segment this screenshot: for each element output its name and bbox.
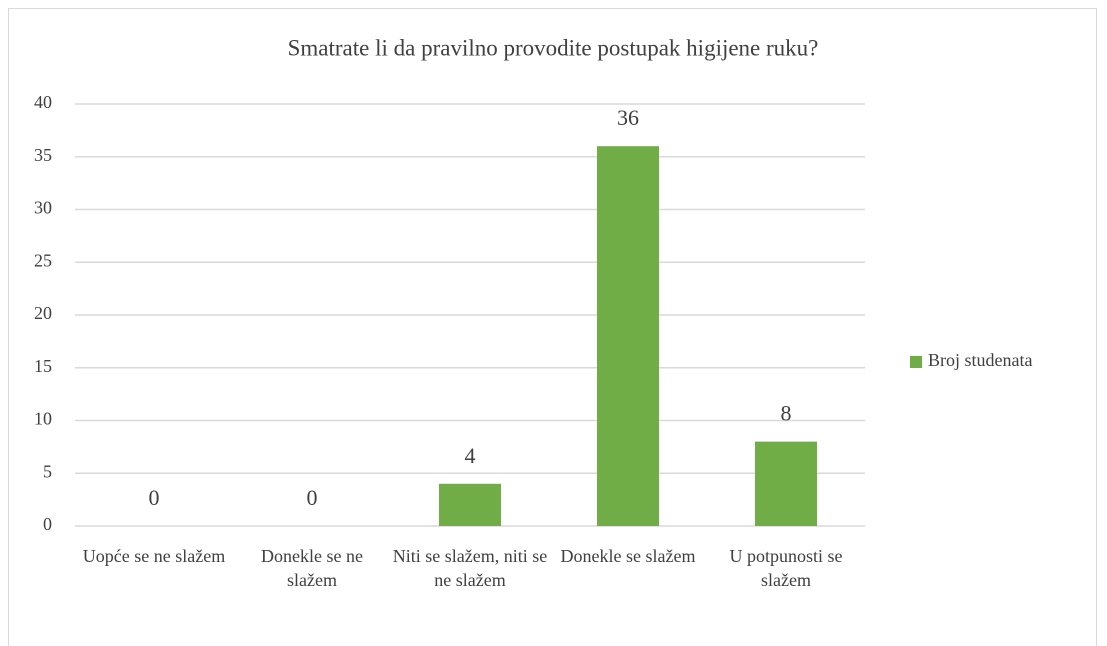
y-tick-label: 5 (43, 461, 52, 481)
y-tick-label: 10 (34, 409, 52, 429)
bar (755, 441, 817, 526)
legend-swatch (910, 356, 922, 368)
data-label: 0 (307, 485, 318, 510)
y-tick-label: 30 (34, 198, 52, 218)
x-tick-label: Niti se slažem, niti se ne slažem (392, 546, 548, 590)
data-label: 8 (781, 401, 792, 426)
x-tick-label: U potpunosti se slažem (729, 546, 843, 590)
data-label: 4 (465, 443, 476, 468)
data-label: 0 (149, 485, 160, 510)
x-tick-label: Uopće se ne slažem (82, 546, 226, 566)
x-tick-label: Donekle se slažem (560, 546, 696, 566)
x-tick-label: Donekle se ne slažem (261, 546, 363, 590)
y-tick-label: 0 (43, 514, 52, 534)
y-tick-label: 40 (34, 92, 52, 112)
data-label: 36 (617, 105, 639, 130)
y-tick-label: 35 (34, 145, 52, 165)
y-tick-label: 25 (34, 250, 52, 270)
chart-border (8, 8, 1097, 646)
y-tick-label: 20 (34, 303, 52, 323)
bar (439, 483, 501, 526)
legend-label: Broj studenata (928, 350, 1032, 370)
chart-title: Smatrate li da pravilno provodite postup… (288, 35, 819, 60)
bar (597, 146, 659, 526)
y-tick-label: 15 (34, 356, 52, 376)
